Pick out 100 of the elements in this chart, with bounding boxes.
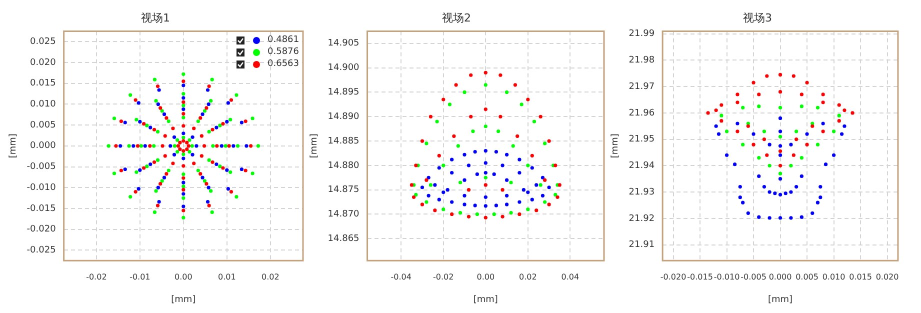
point <box>554 192 558 197</box>
point <box>484 148 488 153</box>
point <box>456 144 460 148</box>
x-axis-title: [mm] <box>171 294 196 305</box>
x-axis-title: [mm] <box>473 294 498 305</box>
point <box>428 114 432 118</box>
point <box>198 172 202 176</box>
point <box>484 183 488 187</box>
point <box>249 144 253 148</box>
point <box>420 202 424 206</box>
point <box>837 103 841 107</box>
point <box>139 144 144 148</box>
point <box>190 152 194 156</box>
point <box>160 109 164 113</box>
x-tick-label: -0.02 <box>433 272 454 282</box>
point <box>818 196 822 200</box>
point <box>778 134 782 138</box>
point <box>805 132 809 136</box>
point <box>736 100 740 104</box>
x-tick-label: 0.04 <box>561 272 580 282</box>
point <box>768 190 772 194</box>
point <box>800 156 804 160</box>
point <box>182 192 186 196</box>
x-tick-label: 0.00 <box>174 272 192 282</box>
point <box>162 112 166 116</box>
point <box>778 177 782 181</box>
point <box>182 84 186 88</box>
point <box>185 147 189 152</box>
point <box>778 130 782 134</box>
point <box>778 116 782 120</box>
point <box>462 202 466 206</box>
x-tick-label: -0.005 <box>740 272 766 282</box>
x-tick-label: 0.015 <box>849 272 872 282</box>
y-tick-label: 14.895 <box>328 88 360 98</box>
x-tick-label: 0.005 <box>796 272 818 282</box>
point <box>186 144 190 148</box>
point <box>142 122 146 126</box>
point <box>433 183 437 187</box>
y-tick-label: 21.94 <box>628 161 655 172</box>
point <box>234 93 238 97</box>
point <box>800 215 804 219</box>
point <box>215 144 219 148</box>
point <box>724 153 729 157</box>
point <box>200 154 204 158</box>
point <box>182 180 186 184</box>
point <box>171 162 175 166</box>
point <box>211 144 215 148</box>
point <box>176 144 180 148</box>
y-tick-label: 21.99 <box>628 29 655 40</box>
point <box>200 112 204 116</box>
point <box>768 164 772 168</box>
point <box>534 183 538 187</box>
point <box>462 178 466 182</box>
point <box>768 216 772 220</box>
point <box>778 172 782 176</box>
point <box>412 195 416 199</box>
point <box>228 118 232 122</box>
point <box>504 178 509 182</box>
point <box>450 212 454 216</box>
point <box>741 142 745 146</box>
point <box>182 164 186 168</box>
point <box>484 107 488 112</box>
y-tick-label: 21.93 <box>628 187 655 198</box>
point <box>123 120 127 124</box>
point <box>792 74 796 78</box>
y-axis-title: [mm] <box>310 134 320 158</box>
point <box>244 168 248 172</box>
point <box>206 186 210 190</box>
point <box>152 210 157 214</box>
point <box>182 104 186 108</box>
point <box>226 187 230 191</box>
point <box>182 112 186 116</box>
point <box>800 174 804 178</box>
point <box>185 140 189 144</box>
point <box>229 190 234 194</box>
chart-title: 视场3 <box>743 11 772 24</box>
point <box>547 186 551 190</box>
y-tick-label: 14.890 <box>328 112 360 122</box>
point <box>224 144 228 148</box>
point <box>794 138 798 142</box>
point <box>420 186 424 190</box>
point <box>466 214 471 218</box>
point <box>156 204 160 208</box>
point <box>218 164 222 168</box>
point <box>207 130 211 134</box>
point <box>172 144 177 148</box>
point <box>778 153 782 157</box>
point <box>138 120 142 124</box>
point <box>182 92 186 96</box>
point <box>500 188 504 192</box>
point <box>818 184 822 189</box>
y-tick-label: 21.91 <box>628 240 655 250</box>
point <box>466 164 471 168</box>
point <box>112 172 116 176</box>
point <box>426 176 430 180</box>
point <box>778 164 782 168</box>
point <box>762 184 766 189</box>
point <box>244 144 248 148</box>
point <box>210 160 214 164</box>
x-tick-label: -0.04 <box>390 272 412 282</box>
